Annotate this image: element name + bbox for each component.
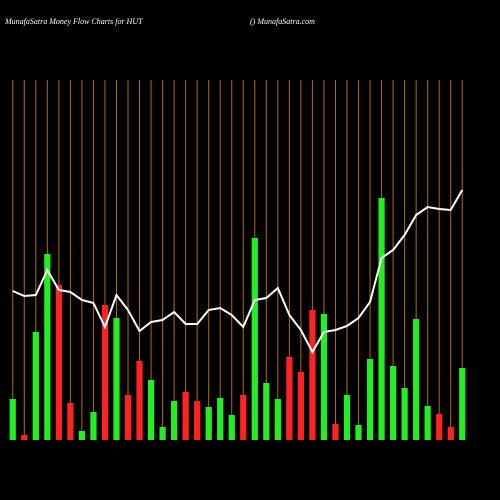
- bar: [78, 431, 86, 440]
- bar: [101, 305, 109, 440]
- bar: [194, 401, 201, 440]
- bar: [459, 368, 466, 440]
- bar: [44, 254, 51, 440]
- bar: [147, 380, 155, 440]
- bar: [320, 314, 328, 440]
- bar: [21, 435, 28, 440]
- bar: [217, 398, 224, 440]
- bar: [378, 198, 385, 440]
- bar: [113, 318, 120, 440]
- bar: [401, 388, 408, 440]
- bar: [332, 424, 339, 440]
- bar: [171, 401, 178, 440]
- bar: [9, 399, 16, 440]
- bar: [355, 425, 362, 440]
- bar: [67, 403, 74, 440]
- bar: [205, 407, 212, 440]
- bar: [182, 392, 189, 440]
- chart-title: MunafaSatra Money Flow Charts for HUT: [4, 17, 143, 26]
- bar: [228, 415, 235, 440]
- bar: [297, 372, 304, 440]
- bar: [309, 310, 316, 440]
- bar: [55, 285, 62, 440]
- bar: [436, 414, 443, 440]
- bar: [90, 412, 97, 440]
- bar: [274, 399, 281, 440]
- bar: [136, 361, 143, 440]
- bar: [447, 427, 454, 440]
- bar: [32, 332, 39, 440]
- bar: [159, 427, 166, 440]
- line: [12, 189, 464, 355]
- bar: [389, 366, 397, 440]
- bar: [286, 357, 293, 440]
- bar: [124, 395, 132, 440]
- chart-subtitle: () MunafaSatra.com: [250, 17, 315, 26]
- bar: [366, 359, 374, 440]
- bar: [424, 406, 431, 440]
- bar: [343, 395, 351, 440]
- bar: [413, 319, 420, 440]
- bar: [251, 238, 258, 440]
- bar: [240, 395, 247, 440]
- bar: [263, 383, 270, 440]
